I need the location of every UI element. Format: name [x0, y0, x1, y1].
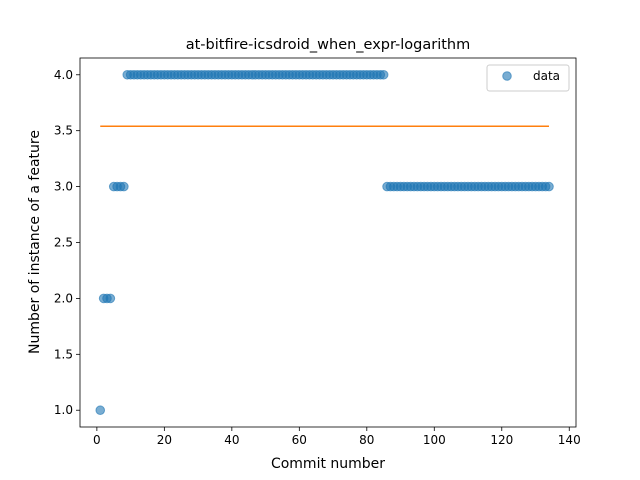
x-tick-label: 140: [558, 433, 581, 447]
plot-background: [80, 58, 576, 427]
x-tick-label: 60: [292, 433, 307, 447]
x-tick-label: 80: [359, 433, 374, 447]
x-tick-label: 40: [224, 433, 239, 447]
y-axis-ticks: 1.0 1.5 2.0 2.5 3.0 3.5 4.0: [54, 68, 80, 417]
y-tick-label: 3.5: [54, 124, 73, 138]
x-tick-label: 100: [423, 433, 446, 447]
y-tick-label: 4.0: [54, 68, 73, 82]
y-tick-label: 1.0: [54, 403, 73, 417]
legend: data: [486, 64, 570, 92]
chart-title: at-bitfire-icsdroid_when_expr-logarithm: [186, 37, 471, 53]
y-tick-label: 1.5: [54, 347, 73, 361]
data-point: [378, 69, 389, 80]
x-tick-label: 0: [93, 433, 101, 447]
legend-label: data: [533, 69, 560, 83]
x-tick-label: 120: [490, 433, 513, 447]
x-tick-label: 20: [157, 433, 172, 447]
data-point: [544, 181, 554, 192]
y-axis-label: Number of instance of a feature: [27, 130, 43, 354]
data-point: [119, 181, 129, 192]
y-tick-label: 3.0: [54, 180, 73, 194]
data-point: [95, 405, 106, 416]
x-axis-label: Commit number: [271, 456, 385, 472]
data-point: [105, 293, 116, 304]
x-axis-ticks: 0 20 40 60 80 100 120 140: [93, 427, 581, 447]
plot-area: [79, 57, 577, 428]
y-tick-label: 2.5: [54, 236, 73, 250]
y-tick-label: 2.0: [54, 291, 73, 305]
legend-marker: [502, 71, 512, 81]
